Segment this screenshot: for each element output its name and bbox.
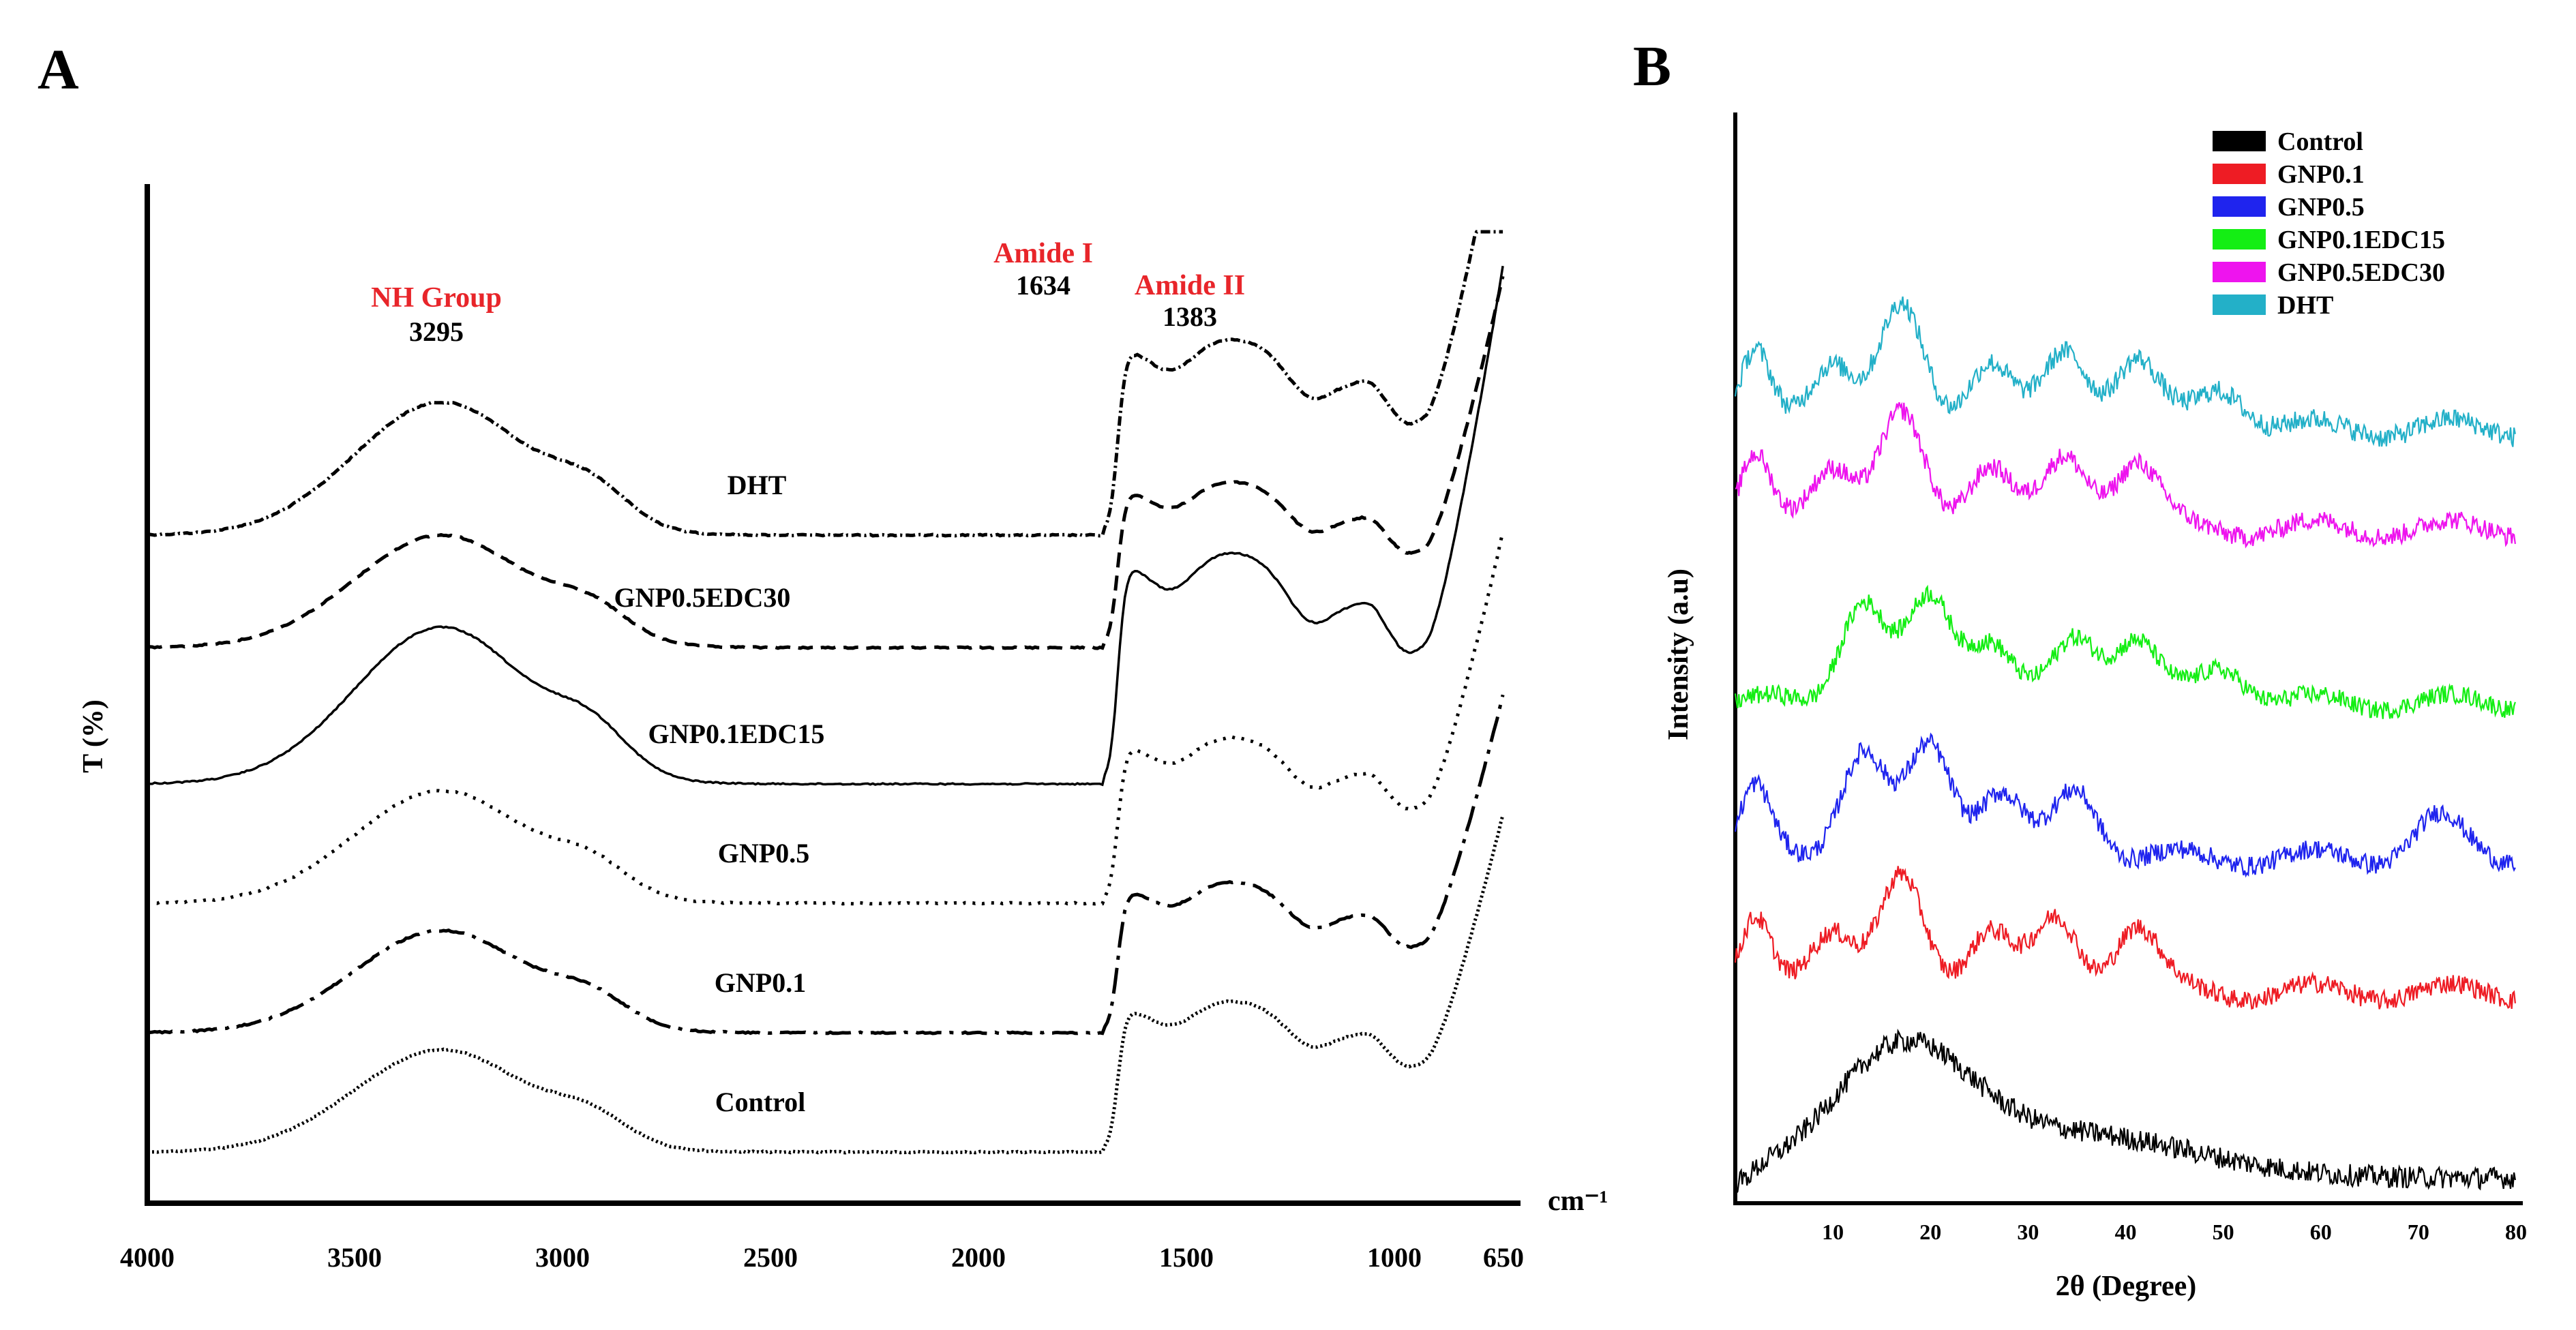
ftir-series-label-gnp0-5edc30: GNP0.5EDC30: [614, 582, 791, 613]
ftir-x-tick-3500: 3500: [327, 1242, 382, 1273]
xrd-x-tick-30: 30: [2017, 1220, 2039, 1244]
ftir-x-unit: cm⁻¹: [1548, 1185, 1608, 1217]
ftir-annotation-value-1634: 1634: [1016, 270, 1070, 301]
xrd-x-tick-50: 50: [2213, 1220, 2234, 1244]
xrd-y-label: Intensity (a.u): [1663, 569, 1694, 740]
xrd-x-tick-80: 80: [2505, 1220, 2527, 1244]
xrd-x-tick-20: 20: [1919, 1220, 1941, 1244]
ftir-x-tick-1000: 1000: [1367, 1242, 1422, 1273]
ftir-series-label-dht: DHT: [728, 470, 787, 500]
ftir-series-label-control: Control: [715, 1087, 806, 1117]
xrd-x-tick-70: 70: [2408, 1220, 2429, 1244]
ftir-x-tick-1500: 1500: [1159, 1242, 1214, 1273]
panel-b-letter: B: [1633, 35, 1671, 98]
legend-swatch-control: [2213, 131, 2266, 151]
xrd-legend: Control GNP0.1 GNP0.5 GNP0.1EDC15 GNP0.5EDC3…: [2213, 127, 2445, 320]
ftir-series-label-gnp0-1edc15: GNP0.1EDC15: [648, 719, 825, 749]
ftir-series-gnp0-1: [147, 694, 1505, 1036]
ftir-x-tick-4000: 4000: [120, 1242, 175, 1273]
xrd-series-gnp0-5edc30: [1735, 402, 2516, 549]
ftir-annotation-value-1383: 1383: [1163, 301, 1217, 332]
xrd-series-control: [1735, 1028, 2516, 1194]
ftir-series-gnp0-5: [147, 531, 1505, 906]
xrd-series-gnp0-1edc15: [1734, 584, 2516, 719]
legend-label-gnp0-5: GNP0.5: [2277, 193, 2365, 222]
xrd-series-gnp0-1: [1734, 866, 2516, 1010]
ftir-chart: T (%) cm⁻¹ 4000 3500 3000 2500 2000 1500 1000 6…: [78, 184, 1608, 1273]
ftir-series-dht: [147, 230, 1503, 538]
xrd-series-gnp0-5: [1734, 732, 2516, 878]
panel-a-letter: A: [38, 38, 79, 102]
ftir-series-gnp0-1edc15: [147, 265, 1504, 787]
legend-label-control: Control: [2277, 127, 2363, 156]
ftir-x-tick-3000: 3000: [535, 1242, 590, 1273]
legend-label-gnp0-5edc30: GNP0.5EDC30: [2277, 258, 2445, 287]
ftir-annotation-value-3295: 3295: [409, 316, 464, 347]
legend-label-gnp0-1: GNP0.1: [2277, 160, 2365, 189]
ftir-x-tick-650: 650: [1483, 1242, 1524, 1273]
legend-swatch-gnp0-1: [2213, 164, 2266, 184]
legend-label-dht: DHT: [2277, 291, 2333, 320]
legend-swatch-gnp0-1edc15: [2213, 229, 2266, 250]
ftir-annotation-amide-i: Amide I: [993, 238, 1093, 269]
legend-swatch-gnp0-5edc30: [2213, 262, 2266, 282]
ftir-x-tick-2000: 2000: [951, 1242, 1006, 1273]
ftir-series-label-gnp0-1: GNP0.1: [715, 967, 806, 998]
ftir-annotation-amide-ii: Amide II: [1135, 270, 1245, 301]
xrd-x-tick-40: 40: [2115, 1220, 2137, 1244]
ftir-series-label-gnp0-5: GNP0.5: [718, 838, 809, 868]
xrd-x-tick-10: 10: [1822, 1220, 1844, 1244]
ftir-y-label: T (%): [78, 699, 109, 773]
xrd-chart: Intensity (a.u) 2θ (Degree) 10 20 30 40 50 60…: [1663, 112, 2527, 1302]
ftir-series-control: [147, 815, 1505, 1155]
legend-swatch-dht: [2213, 294, 2266, 315]
xrd-x-label: 2θ (Degree): [2056, 1271, 2197, 1302]
xrd-series-dht: [1734, 296, 2516, 447]
legend-label-gnp0-1edc15: GNP0.1EDC15: [2277, 226, 2445, 254]
legend-swatch-gnp0-5: [2213, 196, 2266, 217]
ftir-x-tick-2500: 2500: [743, 1242, 798, 1273]
xrd-x-tick-60: 60: [2310, 1220, 2332, 1244]
ftir-series-gnp0-5edc30: [147, 275, 1505, 650]
ftir-annotation-nh-group: NH Group: [371, 282, 502, 314]
